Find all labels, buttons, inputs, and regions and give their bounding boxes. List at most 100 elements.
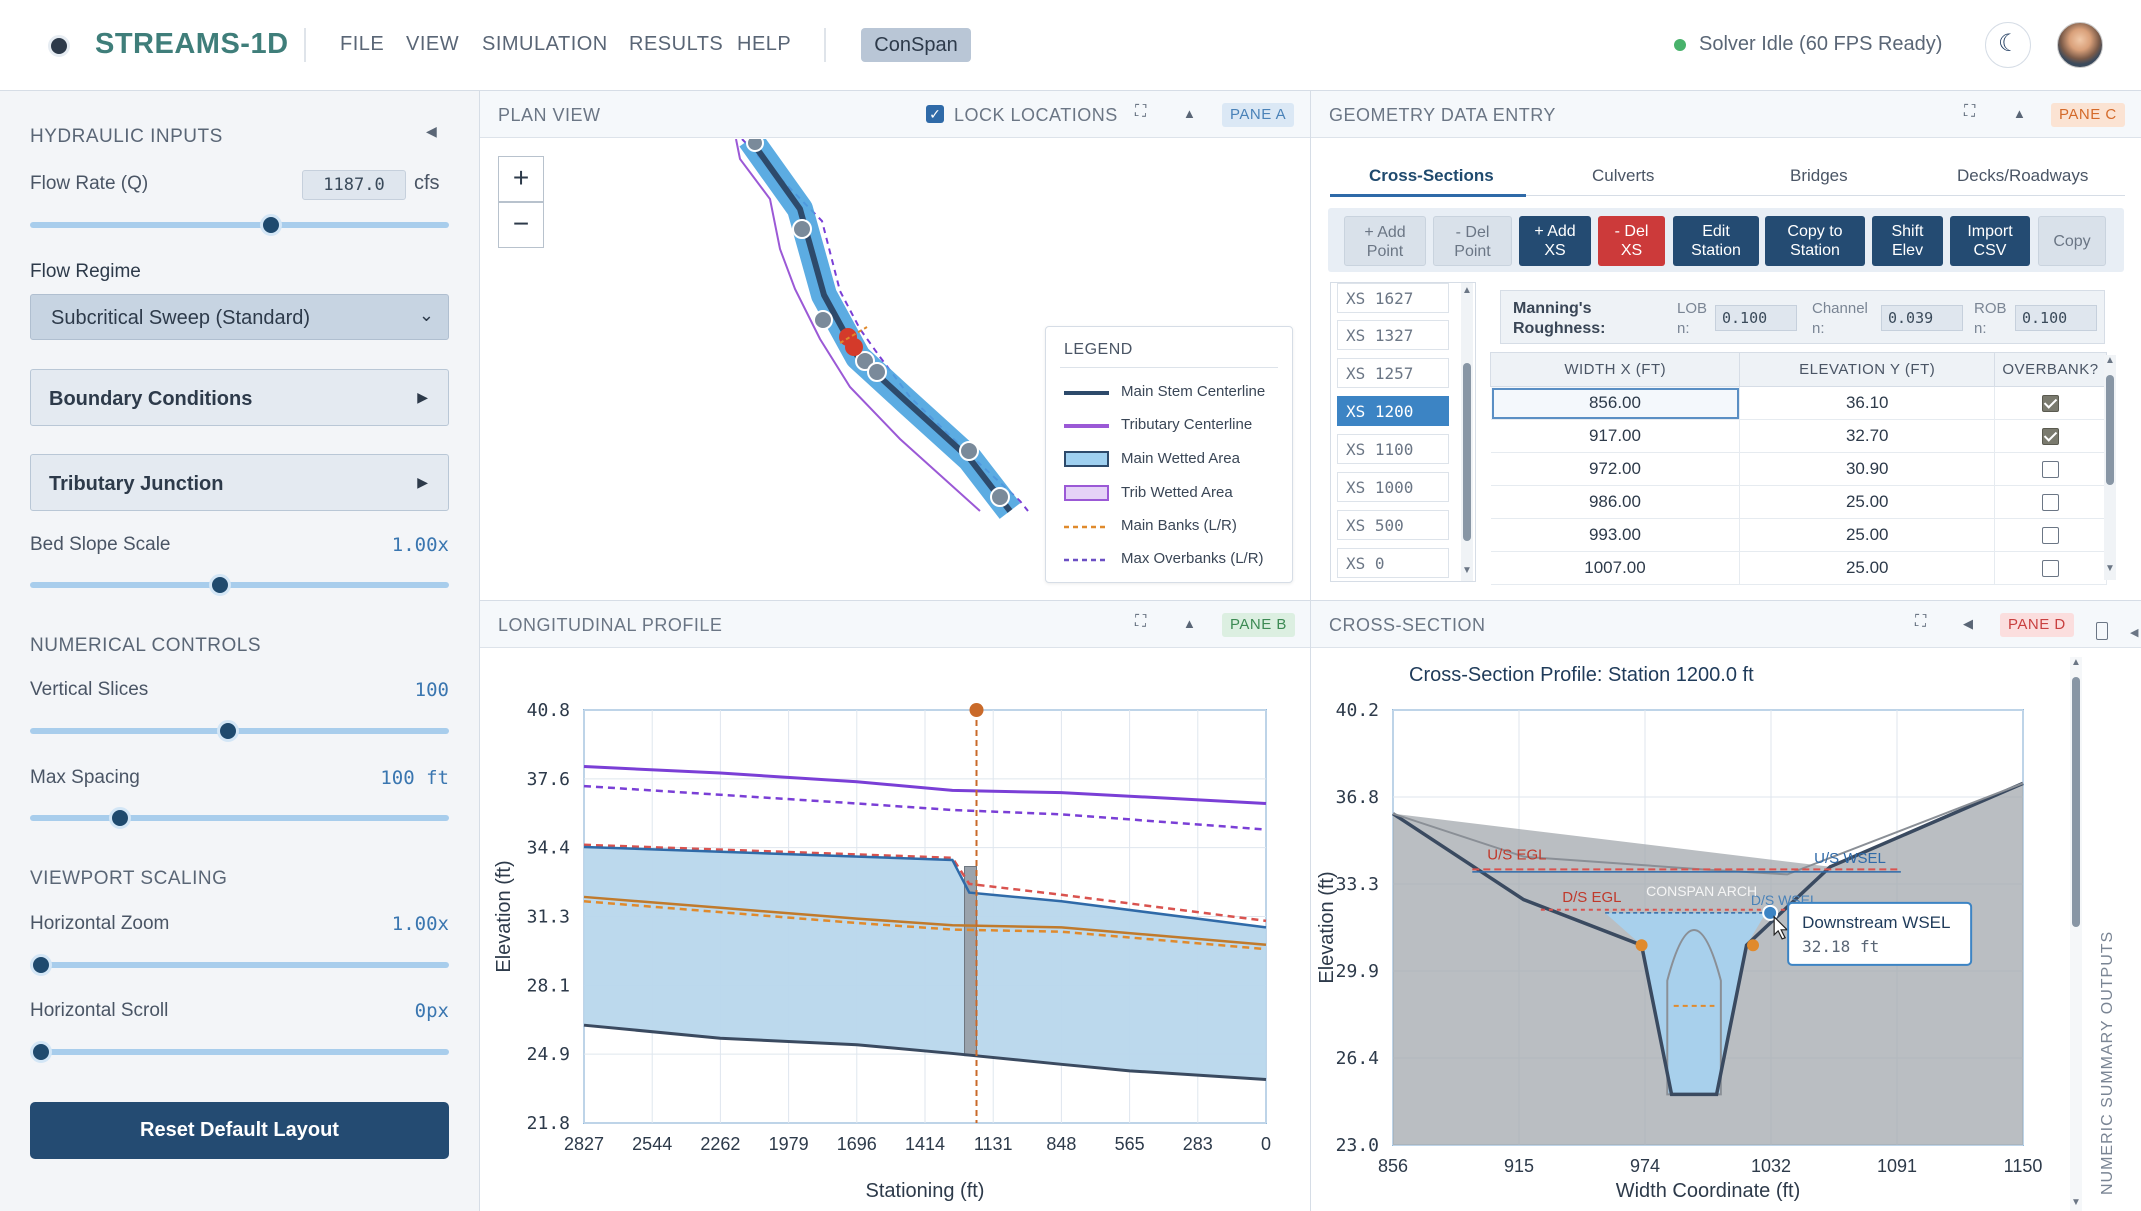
xs-list-scrollbar[interactable]: ▲ ▼	[1461, 283, 1473, 581]
slider-handle[interactable]	[208, 574, 231, 596]
del-point-button[interactable]: - Del Point	[1433, 216, 1512, 266]
menu-help[interactable]: HELP	[737, 33, 792, 55]
overbank-checkbox[interactable]	[2041, 527, 2059, 545]
elevation-y-cell[interactable]: 25.00	[1739, 485, 1995, 519]
tab-culverts[interactable]: Culverts	[1592, 166, 1655, 185]
width-x-cell[interactable]: 993.00	[1490, 518, 1741, 552]
shift-elev-button[interactable]: Shift Elev	[1872, 216, 1943, 266]
horizontal-scroll-slider[interactable]	[30, 1041, 449, 1063]
slider-handle[interactable]	[30, 1041, 52, 1063]
user-avatar[interactable]	[2057, 22, 2103, 68]
elevation-y-cell[interactable]: 25.00	[1739, 551, 1995, 585]
table-row[interactable]: 986.00 25.00	[1490, 485, 2108, 519]
overbank-checkbox[interactable]	[2041, 494, 2059, 512]
slider-handle[interactable]	[109, 807, 132, 829]
bed-slope-slider[interactable]	[30, 574, 449, 596]
fullscreen-icon[interactable]: ⛶	[1915, 613, 1927, 630]
tributary-junction-accordion[interactable]: Tributary Junction ▶	[30, 454, 449, 511]
expand-left-icon[interactable]: ◀	[2130, 627, 2139, 639]
xs-list-item[interactable]: XS 1100	[1337, 434, 1449, 464]
width-x-cell[interactable]: 856.00	[1490, 386, 1741, 420]
copy-to-station-button[interactable]: Copy to Station	[1765, 216, 1865, 266]
fullscreen-icon[interactable]: ⛶	[1135, 613, 1147, 630]
expand-panel-icon[interactable]	[2096, 622, 2108, 640]
overbank-checkbox[interactable]	[2041, 560, 2059, 578]
menu-file[interactable]: FILE	[340, 33, 385, 55]
overbank-cell[interactable]	[1994, 386, 2108, 420]
xs-list-item[interactable]: XS 1327	[1337, 320, 1449, 350]
pane-scrollbar[interactable]: ▲ ▼	[2070, 657, 2082, 1211]
collapse-up-icon[interactable]: ▲	[2013, 106, 2026, 121]
table-row[interactable]: 972.00 30.90	[1490, 452, 2108, 486]
slider-handle[interactable]	[30, 954, 52, 976]
lock-locations-checkbox[interactable]: ✓	[926, 105, 944, 123]
plan-view-canvas[interactable]	[480, 139, 1310, 601]
elevation-y-cell[interactable]: 25.00	[1739, 518, 1995, 552]
slider-handle[interactable]	[216, 720, 239, 742]
table-row[interactable]: 1007.00 25.00	[1490, 551, 2108, 585]
reset-layout-button[interactable]: Reset Default Layout	[30, 1102, 449, 1159]
flow-regime-select[interactable]: Subcritical Sweep (Standard) ⌄	[30, 294, 449, 340]
menu-simulation[interactable]: SIMULATION	[482, 33, 608, 55]
collapse-up-icon[interactable]: ▲	[1183, 616, 1196, 631]
tab-decks-roadways[interactable]: Decks/Roadways	[1957, 166, 2089, 185]
width-x-cell[interactable]: 1007.00	[1490, 551, 1741, 585]
xs-list-item[interactable]: XS 1257	[1337, 358, 1449, 388]
collapse-sidebar-icon[interactable]: ◀	[426, 123, 437, 139]
xs-list-item-selected[interactable]: XS 1200	[1337, 396, 1449, 426]
table-scrollbar[interactable]: ▲ ▼	[2104, 355, 2116, 580]
max-spacing-slider[interactable]	[30, 807, 449, 829]
edit-station-button[interactable]: Edit Station	[1673, 216, 1759, 266]
xs-list-item[interactable]: XS 500	[1337, 510, 1449, 540]
elevation-y-cell[interactable]: 30.90	[1739, 452, 1995, 486]
theme-toggle-button[interactable]: ☾	[1985, 22, 2031, 68]
fullscreen-icon[interactable]: ⛶	[1135, 103, 1147, 120]
xs-list-item[interactable]: XS 0	[1337, 548, 1449, 578]
overbank-cell[interactable]	[1994, 518, 2108, 552]
tab-cross-sections[interactable]: Cross-Sections	[1369, 166, 1494, 185]
elevation-y-cell[interactable]: 36.10	[1739, 386, 1995, 420]
tab-bridges[interactable]: Bridges	[1790, 166, 1848, 185]
overbank-checkbox[interactable]	[2041, 395, 2059, 413]
cross-section-chart[interactable]: Cross-Section Profile: Station 1200.0 ft…	[1311, 649, 2071, 1211]
overbank-cell[interactable]	[1994, 452, 2108, 486]
rob-input[interactable]: 0.100	[2015, 305, 2097, 331]
conspan-mode-button[interactable]: ConSpan	[861, 28, 971, 62]
copy-button[interactable]: Copy	[2038, 216, 2106, 266]
vertical-slices-slider[interactable]	[30, 720, 449, 742]
add-point-button[interactable]: + Add Point	[1344, 216, 1426, 266]
overbank-checkbox[interactable]	[2041, 461, 2059, 479]
overbank-checkbox[interactable]	[2041, 428, 2059, 446]
xs-list-item[interactable]: XS 1627	[1337, 283, 1449, 313]
table-row[interactable]: 856.00 36.10	[1490, 386, 2108, 420]
add-xs-button[interactable]: + Add XS	[1519, 216, 1591, 266]
table-row[interactable]: 993.00 25.00	[1490, 518, 2108, 552]
width-x-cell[interactable]: 986.00	[1490, 485, 1741, 519]
boundary-conditions-accordion[interactable]: Boundary Conditions ▶	[30, 369, 449, 426]
xs-list-item[interactable]: XS 1000	[1337, 472, 1449, 502]
xs-list[interactable]: XS 1627 XS 1327 XS 1257 XS 1200 XS 1100 …	[1330, 282, 1476, 582]
channel-input[interactable]: 0.039	[1881, 305, 1963, 331]
menu-results[interactable]: RESULTS	[629, 33, 724, 55]
width-x-cell[interactable]: 917.00	[1490, 419, 1741, 453]
slider-handle[interactable]	[260, 214, 283, 236]
width-x-cell[interactable]: 972.00	[1490, 452, 1741, 486]
collapse-up-icon[interactable]: ▲	[1183, 106, 1196, 121]
horizontal-zoom-slider[interactable]	[30, 954, 449, 976]
del-xs-button[interactable]: - Del XS	[1598, 216, 1665, 266]
numeric-summary-outputs-tab[interactable]: NUMERIC SUMMARY OUTPUTS	[2099, 930, 2116, 1195]
overbank-cell[interactable]	[1994, 485, 2108, 519]
zoom-in-button[interactable]: +	[498, 156, 544, 202]
fullscreen-icon[interactable]: ⛶	[1964, 103, 1976, 120]
table-row[interactable]: 917.00 32.70	[1490, 419, 2108, 453]
flow-rate-input[interactable]: 1187.0	[302, 170, 406, 200]
menu-view[interactable]: VIEW	[406, 33, 460, 55]
lob-input[interactable]: 0.100	[1715, 305, 1797, 331]
zoom-out-button[interactable]: −	[498, 202, 544, 248]
longitudinal-profile-chart[interactable]: 2827 2544 2262 1979 1696 1414 1131 848 565 283 0 40…	[480, 649, 1310, 1211]
overbank-cell[interactable]	[1994, 551, 2108, 585]
collapse-left-icon[interactable]: ◀	[1963, 616, 1973, 631]
flow-rate-slider[interactable]	[30, 214, 449, 236]
overbank-cell[interactable]	[1994, 419, 2108, 453]
elevation-y-cell[interactable]: 32.70	[1739, 419, 1995, 453]
